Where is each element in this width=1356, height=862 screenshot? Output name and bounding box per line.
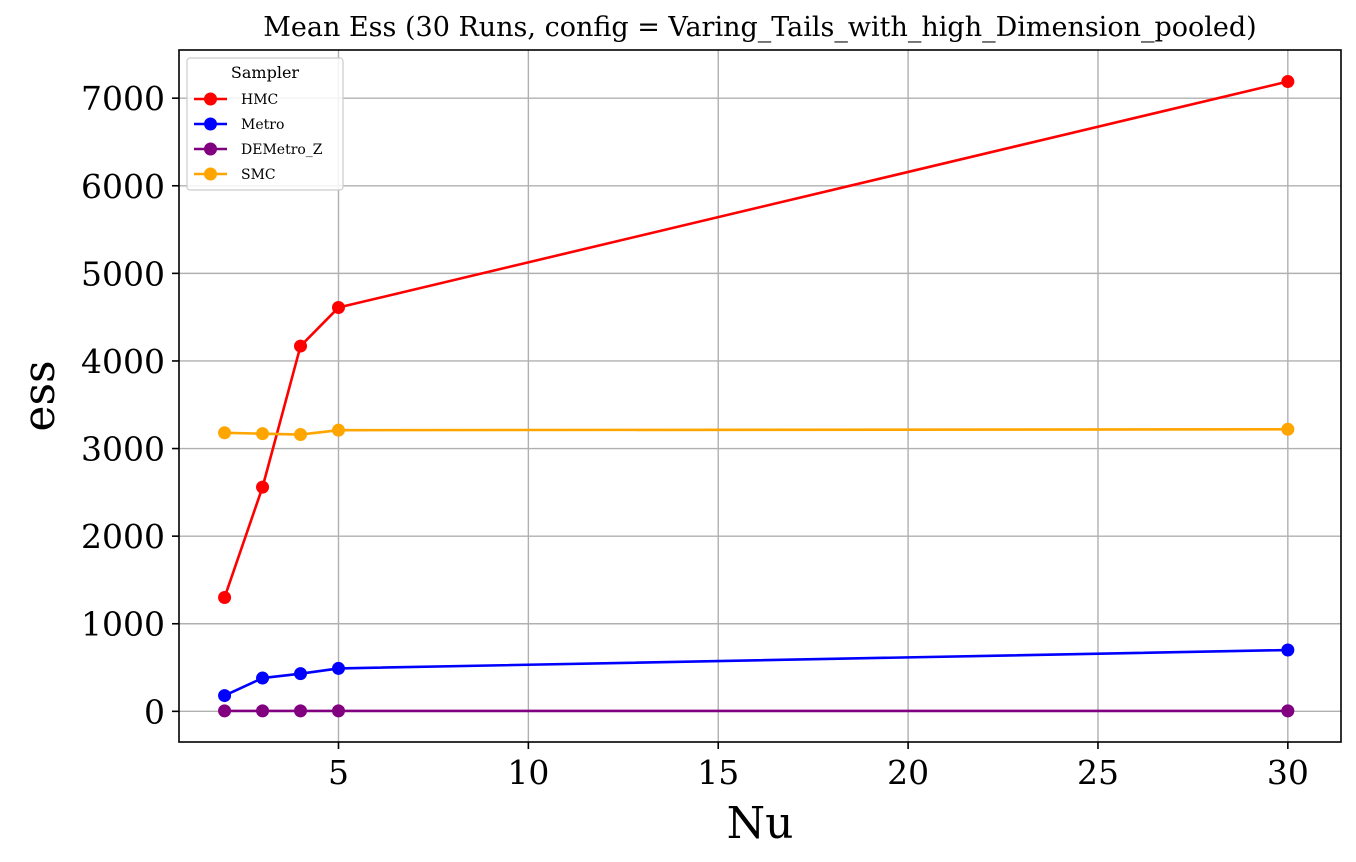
y-tick-label: 0 — [144, 692, 165, 731]
data-point-hmc — [331, 301, 345, 315]
y-tick-label: 2000 — [81, 517, 165, 556]
data-point-smc — [256, 427, 270, 441]
legend-box — [186, 57, 344, 191]
legend-item-metro: Metro — [194, 117, 284, 133]
x-axis-label: Nu — [727, 798, 794, 849]
series-line-smc — [224, 427, 1288, 436]
legend-marker — [204, 92, 217, 106]
ticks-layer: 5 10 15 20 25 30 0 1000 2000 3000 4000 5000 6000 7000 — [81, 79, 1309, 792]
data-point-smc — [294, 428, 308, 442]
series-hmc — [218, 75, 1295, 604]
legend-item-hmc: HMC — [194, 92, 278, 108]
data-point-smc — [331, 423, 345, 437]
legend-label: HMC — [241, 92, 278, 108]
y-tick-label: 6000 — [81, 167, 165, 206]
legend-label: DEMetro_Z — [241, 142, 323, 158]
data-point-demetro-z — [1281, 704, 1295, 718]
y-tick-label: 1000 — [81, 605, 165, 644]
legend-marker — [204, 117, 217, 131]
series-line-hmc — [223, 80, 1289, 598]
data-point-metro — [256, 671, 270, 685]
y-tick-label: 5000 — [81, 254, 165, 293]
y-tick-label: 3000 — [81, 430, 165, 469]
data-point-hmc — [256, 480, 270, 494]
legend-title: Sampler — [231, 63, 300, 82]
legend-item-smc: SMC — [194, 167, 276, 183]
legend-marker — [204, 167, 217, 181]
data-point-metro — [294, 667, 308, 681]
data-point-hmc — [294, 339, 308, 353]
data-point-metro — [1281, 643, 1295, 657]
grid-layer — [179, 50, 1341, 742]
data-point-demetro-z — [331, 704, 345, 718]
series-line-metro — [224, 648, 1288, 697]
legend-label: SMC — [241, 167, 276, 183]
x-tick-label: 15 — [697, 753, 739, 792]
legend-item-demetro-z: DEMetro_Z — [194, 142, 323, 158]
legend: Sampler HMC Metro DEMetro_Z SMC — [186, 57, 344, 191]
plot-frame — [178, 49, 1342, 743]
data-point-hmc — [1281, 75, 1295, 89]
series-metro — [218, 643, 1295, 703]
x-tick-label: 20 — [887, 753, 929, 792]
x-tick-label: 5 — [328, 753, 349, 792]
y-axis-label: ess — [14, 360, 65, 431]
data-point-smc — [218, 426, 232, 440]
data-point-demetro-z — [256, 704, 270, 718]
legend-marker — [204, 142, 217, 156]
x-tick-label: 25 — [1077, 753, 1119, 792]
series-demetro-z — [218, 704, 1295, 718]
y-tick-label: 7000 — [81, 79, 165, 118]
legend-label: Metro — [241, 117, 284, 133]
data-point-smc — [1281, 422, 1295, 436]
chart-title: Mean Ess (30 Runs, config = Varing_Tails… — [263, 12, 1256, 43]
data-point-demetro-z — [294, 704, 308, 718]
x-tick-label: 30 — [1267, 753, 1309, 792]
x-tick-label: 10 — [507, 753, 549, 792]
series-layer — [218, 75, 1295, 718]
series-smc — [218, 422, 1295, 442]
y-tick-label: 4000 — [81, 342, 165, 381]
data-point-metro — [331, 661, 345, 675]
data-point-demetro-z — [218, 704, 232, 718]
data-point-hmc — [218, 590, 232, 604]
data-point-metro — [218, 689, 232, 703]
